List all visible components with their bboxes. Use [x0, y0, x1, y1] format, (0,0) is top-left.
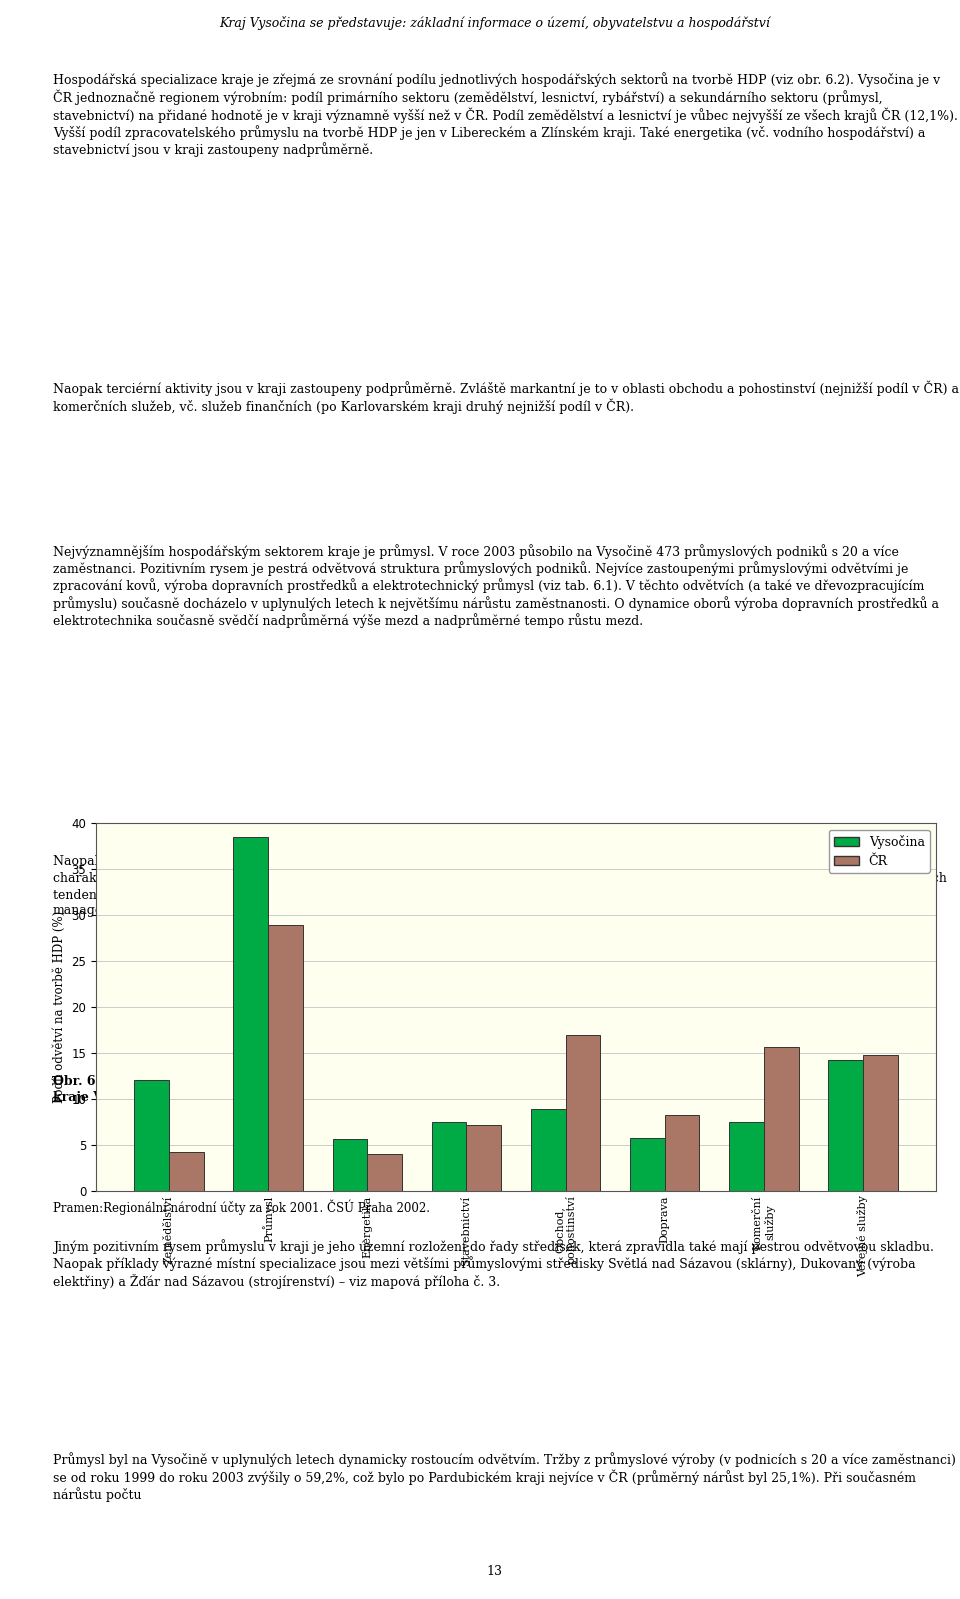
- Bar: [828, 1060, 863, 1191]
- Bar: [134, 1079, 169, 1191]
- Bar: [332, 1138, 368, 1191]
- Bar: [664, 1115, 700, 1191]
- Text: Obr. 6.2 Podíl hospodářských odvětví na tvorbě hrubého domácího produktu: srovná: Obr. 6.2 Podíl hospodářských odvětví na …: [53, 1071, 694, 1103]
- Text: Naopak terciérní aktivity jsou v kraji zastoupeny podprůměrně. Zvláště markantní: Naopak terciérní aktivity jsou v kraji z…: [53, 381, 959, 414]
- Bar: [630, 1138, 664, 1191]
- Text: 13: 13: [487, 1564, 502, 1578]
- Legend: Vysočina, ČR: Vysočina, ČR: [828, 830, 929, 873]
- Bar: [268, 924, 302, 1191]
- Bar: [467, 1126, 501, 1191]
- Bar: [764, 1047, 799, 1191]
- Bar: [368, 1153, 402, 1191]
- Bar: [233, 838, 268, 1191]
- Text: Hospodářská specializace kraje je zřejmá ze srovnání podílu jednotlivých hospodá: Hospodářská specializace kraje je zřejmá…: [53, 72, 958, 157]
- Bar: [432, 1122, 467, 1191]
- Bar: [169, 1151, 204, 1191]
- Bar: [531, 1108, 565, 1191]
- Y-axis label: Podíl odvětví na tvorbě HDP (%): Podíl odvětví na tvorbě HDP (%): [53, 911, 66, 1103]
- Bar: [863, 1055, 898, 1191]
- Bar: [565, 1035, 600, 1191]
- Text: Jiným pozitivním rysem průmyslu v kraji je jeho územní rozložení do řady středis: Jiným pozitivním rysem průmyslu v kraji …: [53, 1239, 934, 1289]
- Text: Kraj Vysočina se představuje: základní informace o území, obyvatelstvu a hospodá: Kraj Vysočina se představuje: základní i…: [219, 16, 770, 30]
- Text: Nejvýznamnějším hospodářským sektorem kraje je průmysl. V roce 2003 působilo na : Nejvýznamnějším hospodářským sektorem kr…: [53, 544, 939, 628]
- Bar: [730, 1122, 764, 1191]
- Text: Pramen:Regionální národní účty za rok 2001. ČSÚ Praha 2002.: Pramen:Regionální národní účty za rok 20…: [53, 1199, 430, 1215]
- Text: Naopak pro tzv. stará průmyslová odvětví jako je textilní, oděvní a kožedělný pr: Naopak pro tzv. stará průmyslová odvětví…: [53, 852, 947, 918]
- Text: Průmysl byl na Vysočině v uplynulých letech dynamicky rostoucím odvětvím. Tržby : Průmysl byl na Vysočině v uplynulých let…: [53, 1452, 955, 1501]
